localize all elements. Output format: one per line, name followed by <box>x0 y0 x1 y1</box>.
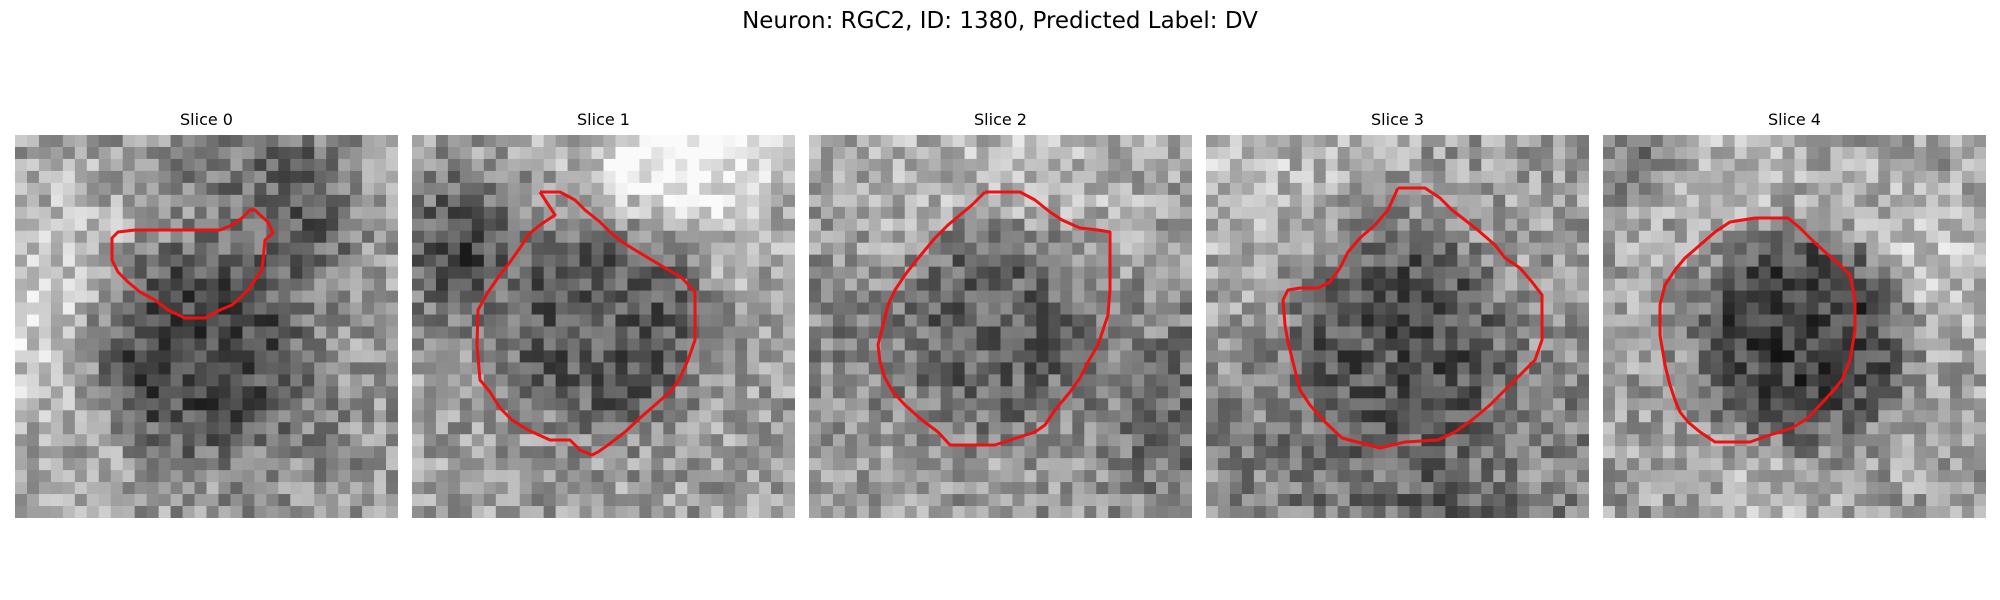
segmentation-outline-4 <box>1658 216 1857 444</box>
slice-image-2 <box>809 135 1192 518</box>
slice-title-2: Slice 2 <box>974 110 1027 129</box>
segmentation-outline-3 <box>1281 186 1544 450</box>
segmentation-outline-2 <box>876 190 1112 447</box>
slice-panel-2: Slice 2 <box>809 108 1192 520</box>
segmentation-outline-0 <box>110 208 275 320</box>
slice-panel-4: Slice 4 <box>1603 108 1986 520</box>
slice-title-3: Slice 3 <box>1371 110 1424 129</box>
slice-panel-1: Slice 1 <box>412 108 795 520</box>
slice-title-1: Slice 1 <box>577 110 630 129</box>
pixel-grid-4 <box>1603 135 1986 518</box>
pixel-grid-3 <box>1206 135 1589 518</box>
pixel-grid-1 <box>412 135 795 518</box>
slice-title-4: Slice 4 <box>1768 110 1821 129</box>
slice-image-0 <box>15 135 398 518</box>
segmentation-outline-1 <box>475 190 697 457</box>
slice-image-1 <box>412 135 795 518</box>
figure-title: Neuron: RGC2, ID: 1380, Predicted Label:… <box>742 8 1258 34</box>
slice-title-0: Slice 0 <box>180 110 233 129</box>
slice-image-3 <box>1206 135 1589 518</box>
pixel-grid-2 <box>809 135 1192 518</box>
slice-panel-0: Slice 0 <box>15 108 398 520</box>
pixel-grid-0 <box>15 135 398 518</box>
slice-image-4 <box>1603 135 1986 518</box>
slice-panel-3: Slice 3 <box>1206 108 1589 520</box>
